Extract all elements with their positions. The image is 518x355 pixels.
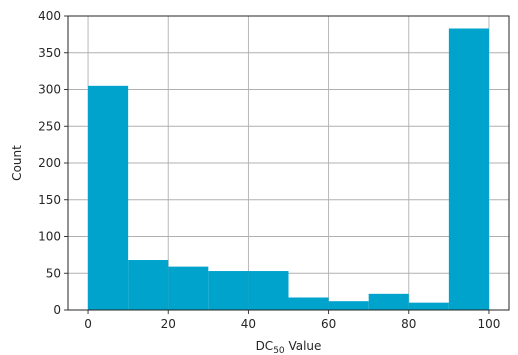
y-tick-label: 350 — [38, 46, 61, 60]
y-tick-label: 250 — [38, 119, 61, 133]
y-tick-label: 150 — [38, 193, 61, 207]
x-tick-label: 60 — [321, 317, 336, 331]
y-tick-label: 50 — [46, 266, 61, 280]
histogram-bar — [368, 293, 409, 310]
y-tick-label: 200 — [38, 156, 61, 170]
histogram-bar — [408, 302, 449, 310]
x-axis-label: DC50 Value — [256, 339, 322, 355]
x-tick-label: 40 — [241, 317, 256, 331]
histogram-bar — [448, 28, 489, 311]
x-tick-label: 0 — [84, 317, 92, 331]
y-axis-label: Count — [10, 145, 24, 181]
y-tick-label: 100 — [38, 230, 61, 244]
y-axis-ticks: 0 50 100 150 200 250 300 350 400 — [38, 9, 68, 317]
x-axis-label-suffix: Value — [285, 339, 322, 353]
x-axis-label-main: DC — [256, 339, 274, 353]
histogram-bar — [168, 266, 209, 310]
histogram-bar — [328, 301, 369, 310]
histogram-bar — [208, 271, 249, 310]
histogram-bar — [288, 297, 329, 310]
y-tick-label: 300 — [38, 83, 61, 97]
x-axis-ticks: 0 20 40 60 80 100 — [84, 310, 500, 331]
x-tick-label: 100 — [478, 317, 501, 331]
x-tick-label: 80 — [401, 317, 416, 331]
y-tick-label: 0 — [53, 303, 61, 317]
histogram-bar — [88, 85, 129, 310]
histogram-bar — [128, 260, 169, 310]
bars — [88, 28, 489, 311]
y-tick-label: 400 — [38, 9, 61, 23]
x-tick-label: 20 — [161, 317, 176, 331]
histogram-bar — [248, 271, 289, 310]
x-axis-label-subscript: 50 — [273, 346, 285, 355]
